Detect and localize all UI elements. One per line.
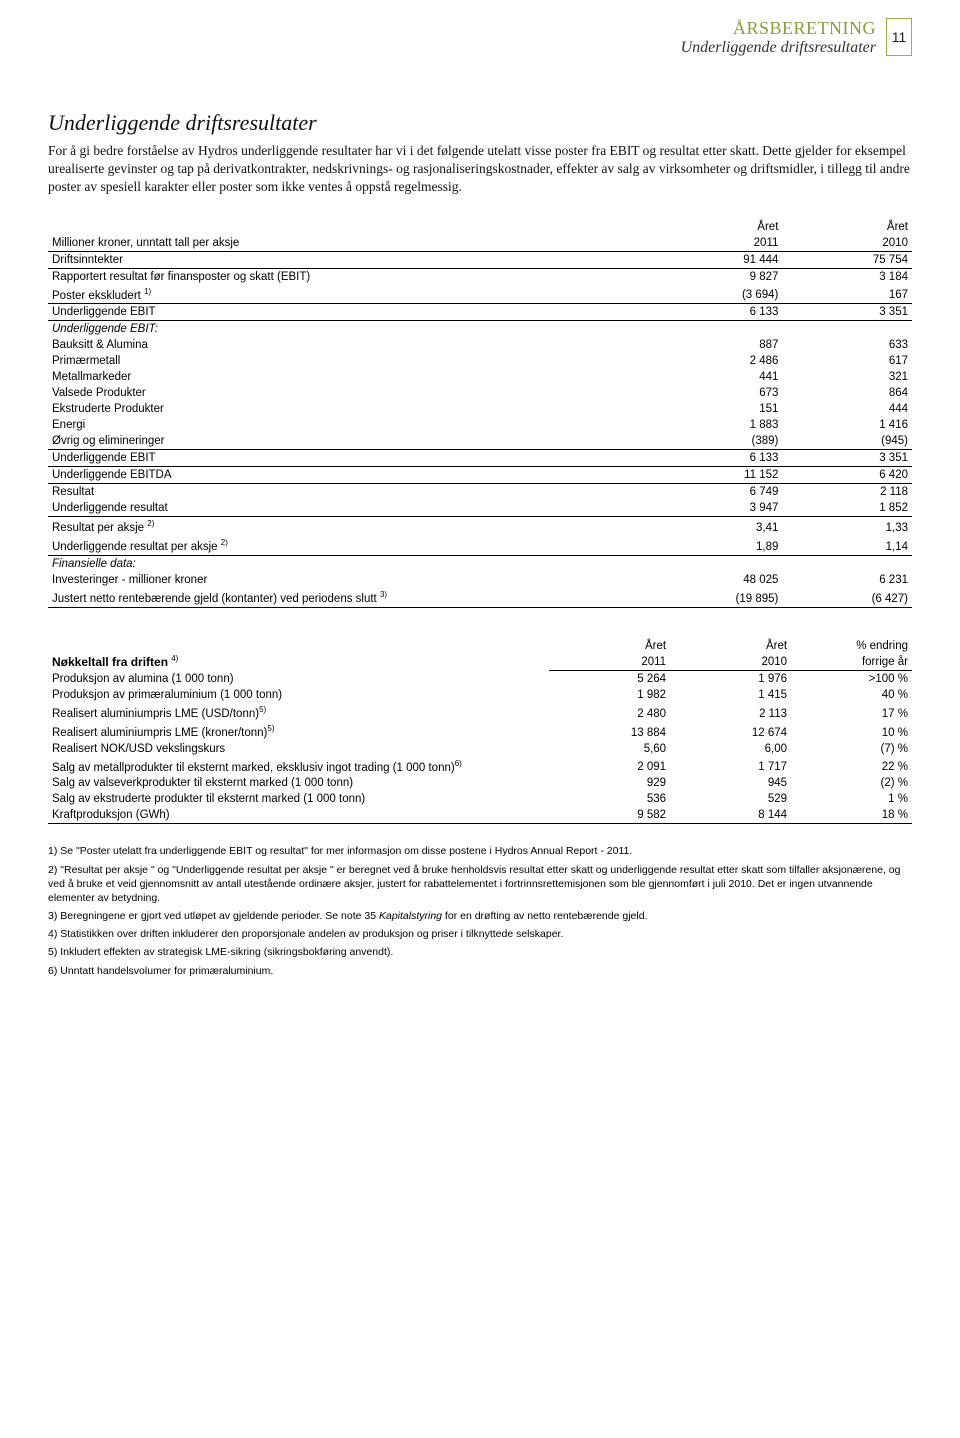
row-under-ebit-1: Underliggende EBIT xyxy=(48,304,653,321)
row-valsede: Valsede Produkter xyxy=(48,385,653,401)
row-real-usd: Realisert aluminiumpris LME (USD/tonn)5) xyxy=(48,703,549,722)
t2-c1-top: Året xyxy=(549,638,670,654)
footnote-5: 5) Inkludert effekten av strategisk LME-… xyxy=(48,945,912,959)
under-ebit-header: Underliggende EBIT: xyxy=(48,321,653,338)
footnote-3: 3) Beregningene er gjort ved utløpet av … xyxy=(48,909,912,923)
section-paragraph: For å gi bedre forståelse av Hydros unde… xyxy=(48,142,912,197)
t2-c1-bot: 2011 xyxy=(549,654,670,671)
row-poster-eks: Poster ekskludert 1) xyxy=(48,285,653,304)
row-bauksitt: Bauksitt & Alumina xyxy=(48,337,653,353)
t2-c3-top: % endring xyxy=(791,638,912,654)
t1-col1-top: Året xyxy=(653,219,783,235)
row-rapportert: Rapportert resultat før finansposter og … xyxy=(48,268,653,285)
row-energi: Energi xyxy=(48,417,653,433)
row-justert: Justert netto rentebærende gjeld (kontan… xyxy=(48,588,653,607)
page-number: 11 xyxy=(886,18,912,56)
row-resultat: Resultat xyxy=(48,484,653,501)
t2-title: Nøkkeltall fra driften xyxy=(52,654,168,668)
row-res-aksje: Resultat per aksje 2) xyxy=(48,517,653,536)
row-alumina: Produksjon av alumina (1 000 tonn) xyxy=(48,670,549,687)
page-header: ÅRSBERETNING Underliggende driftsresulta… xyxy=(681,18,912,57)
row-kraft: Kraftproduksjon (GWh) xyxy=(48,807,549,824)
financial-table-1: Året Året Millioner kroner, unntatt tall… xyxy=(48,219,912,608)
t1-col2-top: Året xyxy=(782,219,912,235)
header-subtitle: Underliggende driftsresultater xyxy=(681,39,882,57)
row-ekstr: Ekstruderte Produkter xyxy=(48,401,653,417)
row-salg-metall: Salg av metallprodukter til eksternt mar… xyxy=(48,757,549,776)
row-veksling: Realisert NOK/USD vekslingskurs xyxy=(48,741,549,757)
row-invest: Investeringer - millioner kroner xyxy=(48,572,653,588)
t1-col2-bot: 2010 xyxy=(782,235,912,252)
footnote-4: 4) Statistikken over driften inkluderer … xyxy=(48,927,912,941)
row-primar: Primærmetall xyxy=(48,353,653,369)
row-salg-ekstr: Salg av ekstruderte produkter til ekster… xyxy=(48,791,549,807)
section-title: Underliggende driftsresultater xyxy=(48,110,912,136)
fin-data-header: Finansielle data: xyxy=(48,556,653,573)
footnote-1: 1) Se "Poster utelatt fra underliggende … xyxy=(48,844,912,858)
row-under-ebit-2: Underliggende EBIT xyxy=(48,450,653,467)
header-title: ÅRSBERETNING xyxy=(681,18,882,39)
row-real-nok: Realisert aluminiumpris LME (kroner/tonn… xyxy=(48,722,549,741)
footnotes: 1) Se "Poster utelatt fra underliggende … xyxy=(48,844,912,977)
row-driftsinntekter: Driftsinntekter xyxy=(48,251,653,268)
t2-c2-bot: 2010 xyxy=(670,654,791,671)
row-ovrig: Øvrig og elimineringer xyxy=(48,433,653,450)
row-metall: Metallmarkeder xyxy=(48,369,653,385)
footnote-2: 2) "Resultat per aksje " og "Underliggen… xyxy=(48,863,912,906)
row-primalu: Produksjon av primæraluminium (1 000 ton… xyxy=(48,687,549,703)
t1-header-label: Millioner kroner, unntatt tall per aksje xyxy=(48,235,653,252)
row-under-res: Underliggende resultat xyxy=(48,500,653,517)
page-container: ÅRSBERETNING Underliggende driftsresulta… xyxy=(0,0,960,1012)
row-salg-valse: Salg av valseverkprodukter til eksternt … xyxy=(48,775,549,791)
t2-c3-bot: forrige år xyxy=(791,654,912,671)
t2-c2-top: Året xyxy=(670,638,791,654)
row-under-res-aksje: Underliggende resultat per aksje 2) xyxy=(48,536,653,555)
t1-col1-bot: 2011 xyxy=(653,235,783,252)
footnote-6: 6) Unntatt handelsvolumer for primæralum… xyxy=(48,964,912,978)
financial-table-2: Nøkkeltall fra driften 4) Året Året % en… xyxy=(48,638,912,824)
row-under-ebitda: Underliggende EBITDA xyxy=(48,467,653,484)
